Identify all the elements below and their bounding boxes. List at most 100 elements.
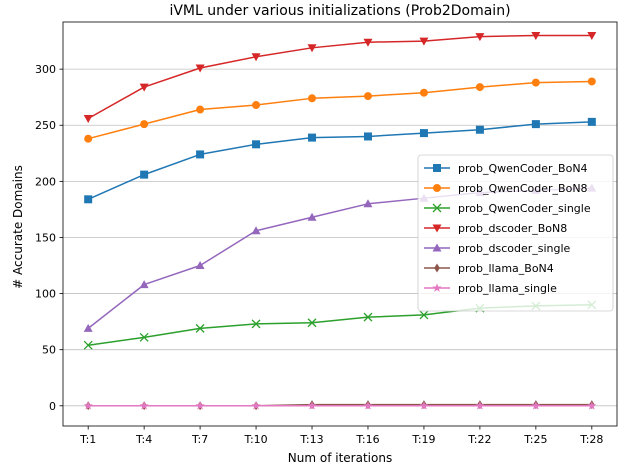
x-tick-label: T:7 — [191, 433, 208, 446]
data-point — [363, 92, 372, 101]
data-point — [419, 310, 429, 320]
legend-label: prob_dscoder_single — [458, 242, 571, 255]
x-tick-label: T:4 — [135, 433, 152, 446]
data-point — [251, 401, 261, 410]
legend-marker — [434, 263, 440, 273]
data-point — [307, 318, 317, 328]
data-point — [139, 83, 149, 92]
data-point — [419, 88, 428, 97]
y-tick-label: 300 — [35, 63, 56, 76]
data-point — [84, 134, 93, 143]
y-tick-label: 250 — [35, 119, 56, 132]
series-prob_QwenCoder_BoN4 — [84, 117, 596, 204]
legend-label: prob_llama_BoN4 — [458, 262, 554, 275]
legend-label: prob_QwenCoder_BoN4 — [458, 162, 588, 175]
data-point — [251, 319, 261, 329]
x-tick-label: T:22 — [467, 433, 491, 446]
data-point — [140, 120, 149, 129]
legend-item: prob_llama_BoN4 — [424, 262, 554, 275]
data-point — [195, 323, 205, 333]
data-point — [531, 401, 541, 410]
legend: prob_QwenCoder_BoN4 prob_QwenCoder_BoN8pr… — [417, 154, 614, 312]
data-point — [139, 280, 149, 289]
series-prob_dscoder_BoN8 — [83, 31, 597, 124]
chart-title: iVML under various initializations (Prob… — [169, 3, 510, 19]
x-tick-label: T:28 — [579, 433, 603, 446]
y-tick-label: 50 — [42, 344, 56, 357]
legend-label: prob_QwenCoder_single — [458, 202, 591, 215]
data-point — [195, 261, 205, 270]
data-point — [83, 401, 93, 410]
data-point — [475, 83, 484, 92]
x-axis-label: Num of iterations — [288, 451, 392, 465]
data-point — [307, 44, 317, 53]
y-tick-label: 100 — [35, 288, 56, 301]
data-point — [251, 53, 261, 62]
legend-label: prob_dscoder_BoN8 — [458, 222, 567, 235]
legend-marker — [433, 184, 441, 192]
y-tick-label: 150 — [35, 231, 56, 244]
data-point — [475, 125, 484, 134]
data-point — [195, 401, 205, 410]
x-tick-label: T:13 — [299, 433, 323, 446]
legend-marker — [432, 224, 442, 233]
data-point — [139, 401, 149, 410]
series-line — [87, 121, 592, 200]
legend-item: prob_dscoder_single — [424, 242, 571, 255]
data-point — [419, 129, 428, 138]
legend-marker — [432, 243, 442, 252]
y-tick-label: 0 — [49, 400, 56, 413]
legend-marker — [433, 164, 441, 172]
data-point — [308, 94, 317, 103]
series-line — [87, 80, 592, 140]
data-point — [307, 212, 317, 221]
legend-box — [417, 154, 614, 312]
x-tick-label: T:16 — [355, 433, 379, 446]
series-line — [87, 34, 592, 120]
data-point — [308, 133, 317, 142]
data-point — [419, 401, 429, 410]
data-point — [251, 226, 261, 235]
data-point — [84, 195, 93, 204]
legend-item: prob_llama_single — [424, 282, 557, 295]
data-point — [587, 77, 596, 86]
data-point — [587, 117, 596, 126]
y-axis: 0 50 100 150 200 250 300 — [35, 63, 63, 413]
data-point — [363, 199, 373, 208]
data-point — [196, 150, 205, 159]
data-point — [587, 31, 597, 40]
data-point — [252, 140, 261, 149]
data-point — [252, 101, 261, 110]
data-point — [307, 401, 317, 410]
legend-item: prob_QwenCoder_BoN4 — [424, 162, 588, 175]
x-tick-label: T:19 — [411, 433, 435, 446]
data-point — [531, 31, 541, 40]
data-point — [363, 132, 372, 141]
data-point — [419, 37, 429, 46]
data-point — [475, 33, 485, 42]
y-tick-label: 200 — [35, 175, 56, 188]
plot-frame — [62, 21, 618, 427]
x-axis: T:1 T:4 T:7 T:10 T:13 T:16 T:19 T:22 T:25 T:28 — [79, 426, 603, 446]
legend-label: prob_QwenCoder_BoN8 — [458, 182, 588, 195]
data-point — [83, 323, 93, 332]
legend-item: prob_QwenCoder_single — [424, 202, 591, 215]
data-point — [83, 115, 93, 124]
data-point — [139, 332, 149, 342]
y-axis-label: # Accurate Domains — [11, 165, 25, 289]
data-point — [195, 64, 205, 73]
legend-label: prob_llama_single — [458, 282, 557, 295]
legend-item: prob_QwenCoder_BoN8 — [424, 182, 588, 195]
data-point — [196, 105, 205, 114]
data-point — [363, 401, 373, 410]
data-point — [531, 78, 540, 87]
data-point — [83, 340, 93, 350]
data-point — [140, 170, 149, 179]
legend-item: prob_dscoder_BoN8 — [424, 222, 567, 235]
data-point — [531, 120, 540, 129]
legend-marker — [432, 203, 442, 213]
data-point — [363, 312, 373, 322]
data-point — [475, 401, 485, 410]
series-prob_QwenCoder_BoN8 — [84, 77, 596, 143]
data-point — [363, 38, 373, 47]
